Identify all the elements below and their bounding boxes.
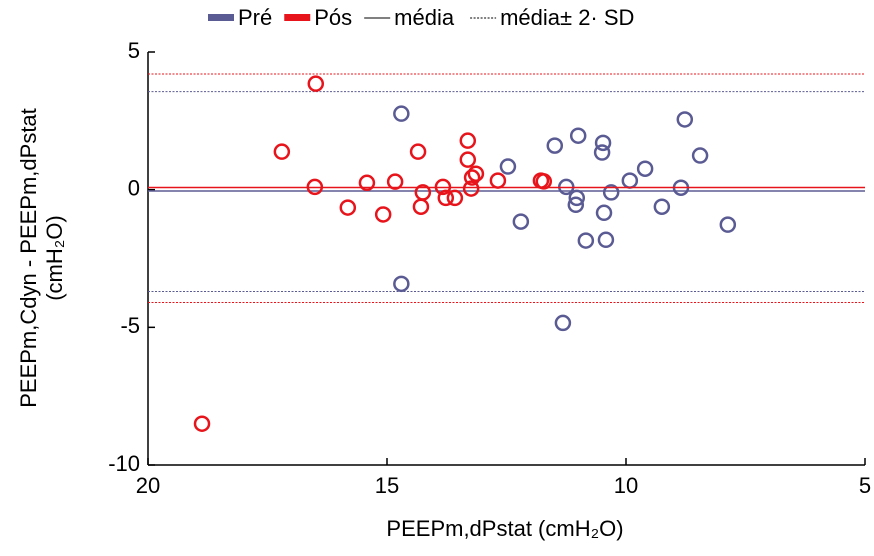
data-point (595, 204, 613, 222)
data-point (386, 173, 404, 190)
x-tick-label: 15 (375, 473, 399, 498)
y-tick-label: 0 (128, 175, 140, 200)
data-point (554, 314, 572, 332)
data-point (273, 143, 291, 160)
legend-label: média± 2· SD (500, 5, 634, 30)
x-tick-label: 20 (136, 473, 160, 498)
y-axis-label: PEEPm,Cdyn - PEEPm,dPstat (16, 108, 41, 408)
legend-label: média (394, 5, 455, 30)
data-point (597, 231, 615, 249)
data-point (594, 134, 612, 152)
data-point (393, 105, 410, 122)
y-tick-label: -10 (108, 451, 140, 476)
data-point (636, 160, 654, 177)
data-point (467, 165, 485, 182)
data-point (691, 147, 709, 164)
data-point (567, 196, 585, 214)
y-tick-label: 5 (128, 38, 140, 63)
data-point (463, 169, 481, 186)
data-point (434, 178, 452, 196)
data-point (621, 172, 639, 189)
data-point (602, 184, 620, 201)
data-point (307, 75, 325, 92)
data-point (568, 189, 586, 207)
data-point (653, 198, 671, 215)
legend-label: Pré (238, 5, 272, 30)
x-tick-label: 5 (859, 473, 871, 498)
data-point (412, 198, 430, 215)
x-axis-label: PEEPm,dPstat (cmH₂O) (386, 516, 623, 541)
data-point (569, 127, 587, 144)
x-tick-label: 10 (614, 473, 638, 498)
y-axis-label: (cmH₂O) (42, 215, 67, 301)
data-point (676, 111, 694, 128)
data-point (535, 173, 553, 190)
data-point (414, 184, 432, 201)
data-point (489, 172, 507, 189)
data-point (339, 199, 357, 216)
data-point (193, 415, 211, 432)
data-point (577, 232, 595, 249)
data-point (593, 144, 611, 161)
legend-swatch (284, 14, 311, 21)
data-point (306, 178, 324, 196)
data-point (719, 216, 737, 233)
data-point (446, 189, 464, 207)
data-point (499, 158, 517, 175)
data-point (459, 151, 477, 168)
data-point (409, 143, 427, 160)
data-point (459, 132, 477, 149)
data-point (358, 174, 376, 192)
data-point (462, 180, 480, 197)
data-point (512, 213, 530, 230)
data-point (393, 275, 410, 293)
legend-swatch (208, 14, 234, 21)
legend-label: Pós (314, 5, 352, 30)
y-tick-label: -5 (120, 313, 140, 338)
data-point (437, 189, 455, 207)
data-point (546, 137, 564, 154)
data-point (374, 206, 392, 223)
